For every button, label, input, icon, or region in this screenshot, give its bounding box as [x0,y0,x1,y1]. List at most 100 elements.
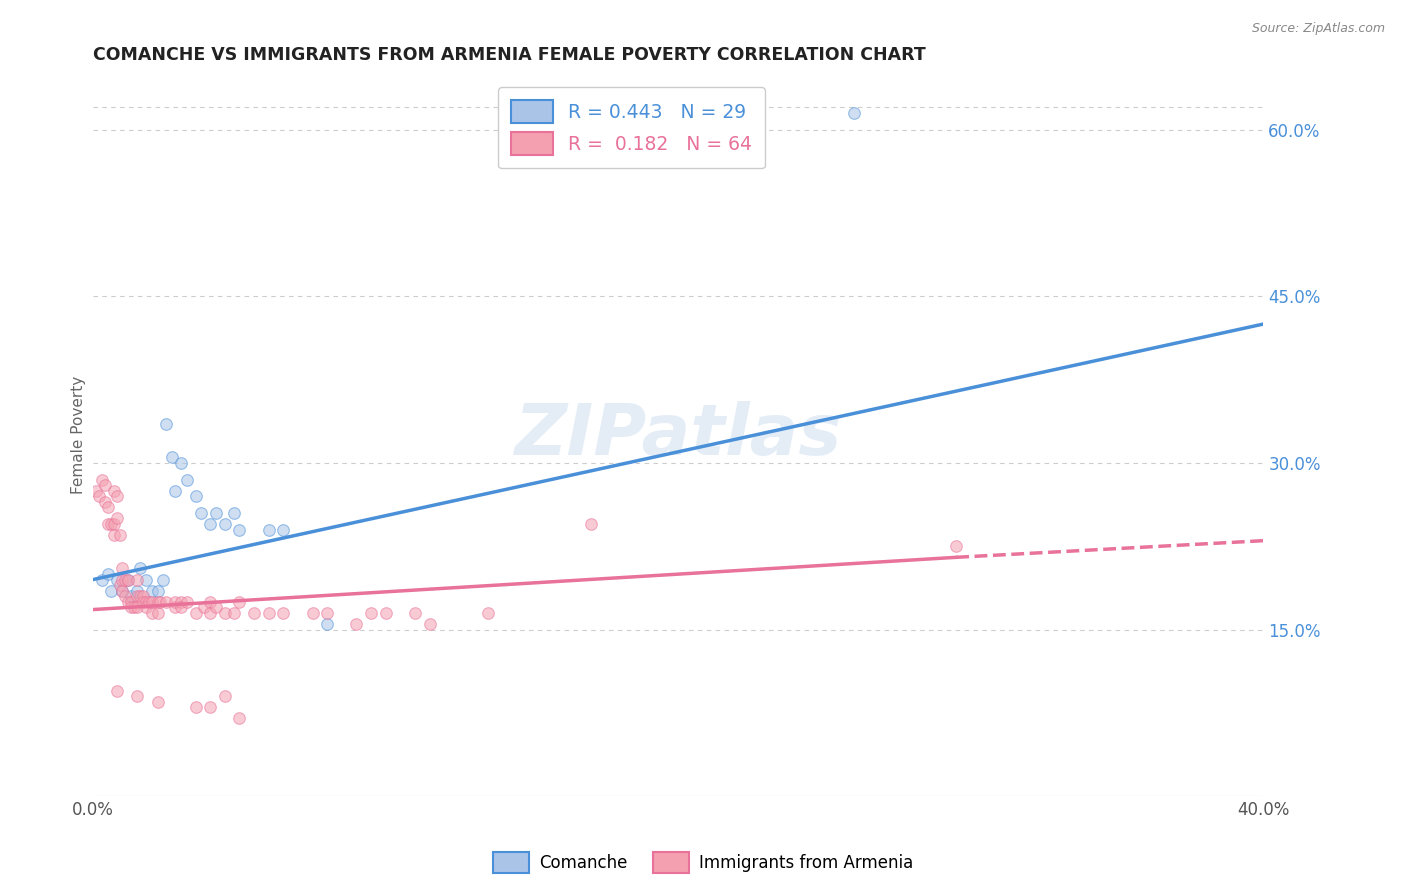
Point [120,600,142,615]
Point [141,595,163,609]
Point [94,478,117,492]
Point [222,506,245,520]
Point [111,561,134,575]
Point [125,573,148,587]
Point [132,595,155,609]
Point [91,573,114,587]
Point [477,606,499,620]
Point [105,511,128,525]
Point [228,595,250,609]
Point [170,456,193,470]
Point [146,595,169,609]
Point [200,700,222,714]
Point [125,589,148,603]
Point [190,506,212,520]
Point [404,606,426,620]
Point [301,606,323,620]
Point [138,595,160,609]
Point [141,583,163,598]
Point [111,573,134,587]
Point [117,573,139,587]
Point [273,606,295,620]
Point [205,506,228,520]
Point [91,473,114,487]
Point [120,595,142,609]
Point [257,606,280,620]
Point [129,561,152,575]
Point [155,417,177,431]
Point [316,617,339,632]
Point [170,595,193,609]
Point [117,595,139,609]
Point [346,617,368,632]
Point [141,606,163,620]
Point [135,600,157,615]
Point [103,516,125,531]
Point [184,489,207,503]
Point [97,566,120,581]
Point [149,595,172,609]
Point [100,583,122,598]
Point [125,689,148,703]
Point [170,600,193,615]
Point [273,523,295,537]
Point [165,595,187,609]
Point [111,583,134,598]
Point [842,106,865,120]
Point [103,528,125,542]
Point [100,516,122,531]
Text: Source: ZipAtlas.com: Source: ZipAtlas.com [1251,22,1385,36]
Legend: Comanche, Immigrants from Armenia: Comanche, Immigrants from Armenia [486,846,920,880]
Point [146,695,169,709]
Text: ZIPatlas: ZIPatlas [515,401,842,469]
Point [135,595,157,609]
Point [945,539,967,553]
Point [316,606,339,620]
Point [132,589,155,603]
Point [200,595,222,609]
Point [146,606,169,620]
Point [94,495,117,509]
Point [120,589,142,603]
Point [103,483,125,498]
Point [214,516,236,531]
Point [155,595,177,609]
Point [200,516,222,531]
Point [146,583,169,598]
Point [184,700,207,714]
Point [214,606,236,620]
Point [108,528,131,542]
Point [105,573,128,587]
Point [419,617,441,632]
Point [228,523,250,537]
Point [579,516,602,531]
Point [243,606,266,620]
Point [152,573,174,587]
Point [105,683,128,698]
Point [125,583,148,598]
Point [160,450,183,465]
Point [214,689,236,703]
Point [129,589,152,603]
Point [176,473,198,487]
Point [122,600,145,615]
Legend: R = 0.443   N = 29, R =  0.182   N = 64: R = 0.443 N = 29, R = 0.182 N = 64 [498,87,765,169]
Point [105,489,128,503]
Point [84,483,107,498]
Point [205,600,228,615]
Y-axis label: Female Poverty: Female Poverty [72,376,86,494]
Point [97,516,120,531]
Text: COMANCHE VS IMMIGRANTS FROM ARMENIA FEMALE POVERTY CORRELATION CHART: COMANCHE VS IMMIGRANTS FROM ARMENIA FEMA… [93,46,927,64]
Point [165,600,187,615]
Point [114,589,136,603]
Point [108,578,131,592]
Point [222,606,245,620]
Point [87,489,110,503]
Point [176,595,198,609]
Point [193,600,215,615]
Point [117,573,139,587]
Point [111,583,134,598]
Point [360,606,382,620]
Point [114,573,136,587]
Point [228,711,250,725]
